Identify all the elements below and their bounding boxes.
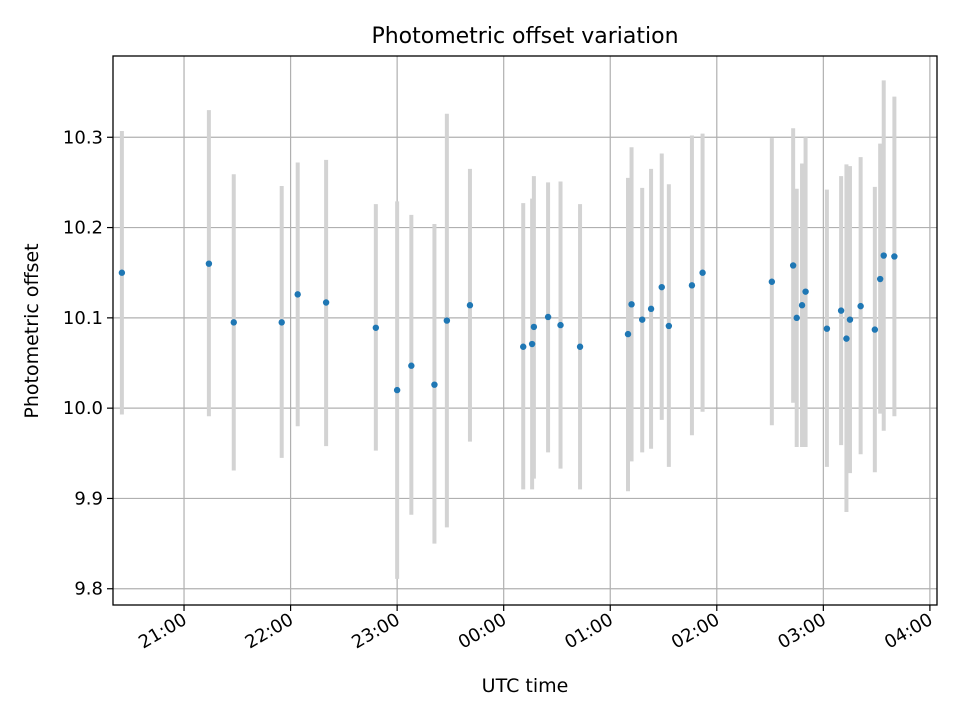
data-point [278,319,285,326]
chart-title: Photometric offset variation [371,24,678,49]
data-point [294,291,301,298]
y-axis-label: Photometric offset [21,243,43,418]
x-axis-label: UTC time [482,675,569,697]
data-point [576,343,584,350]
data-point [789,262,797,269]
data-point [372,324,380,331]
data-point [857,302,864,310]
data-point [639,316,646,323]
data-point [823,325,831,332]
data-point [876,275,884,283]
data-point [205,260,213,267]
data-point [768,278,776,285]
data-point [880,252,887,259]
data-point [658,283,665,291]
data-point [843,335,850,342]
data-point [624,330,632,338]
y-tick-label: 9.8 [74,579,103,600]
data-point [891,253,898,260]
data-point [802,288,809,295]
data-point [466,302,474,309]
data-point [322,299,330,306]
data-point [520,343,527,350]
y-tick-label: 9.9 [74,488,103,509]
data-point [647,305,655,313]
y-tick-label: 10.0 [63,398,103,419]
y-tick-label: 10.1 [63,308,103,329]
data-point [230,319,237,326]
data-point [557,321,564,329]
data-point [688,282,696,289]
data-point [408,362,415,369]
data-point [530,323,538,331]
data-point [544,313,552,321]
axes-frame [112,55,938,606]
data-point [665,322,673,330]
y-tick-label: 10.2 [63,218,103,239]
data-point [528,340,536,348]
data-point [431,381,438,388]
data-point [793,314,800,322]
y-tick-label: 10.3 [63,127,103,148]
data-point [837,307,845,314]
data-point [871,326,879,333]
data-point [846,316,854,323]
data-point [393,386,401,394]
data-point [628,301,635,308]
data-point [699,269,706,276]
data-point [118,269,126,276]
data-point [443,317,451,324]
data-point [798,302,806,309]
